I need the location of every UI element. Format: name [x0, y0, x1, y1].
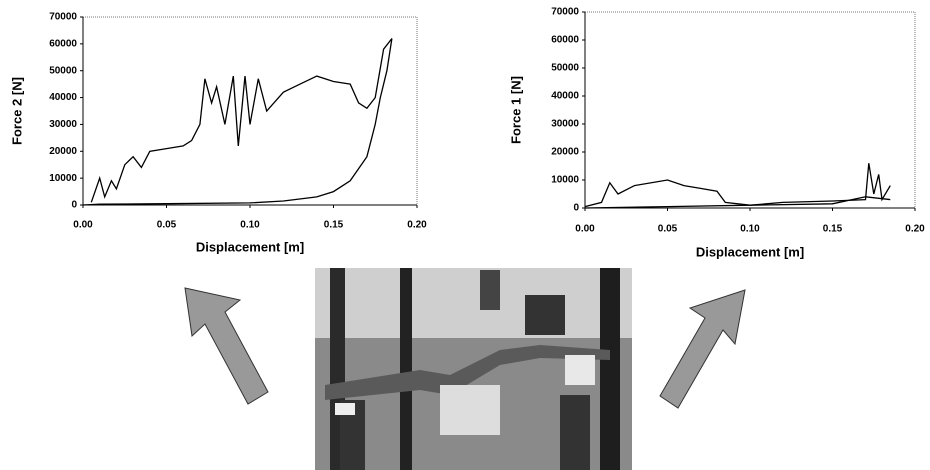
arrow-right	[659, 289, 746, 409]
x-tick-label: 0.15	[324, 220, 344, 231]
x-tick-label: 0.10	[240, 220, 260, 231]
y-tick-label: 30000	[49, 119, 77, 130]
plot-frame	[82, 16, 418, 206]
data-line	[584, 196, 891, 209]
x-tick-label: 0.05	[658, 224, 678, 235]
y-axis-title: Force 2 [N]	[9, 77, 24, 145]
data-line	[82, 38, 393, 206]
y-tick-label: 40000	[551, 91, 579, 102]
x-axis-title: Displacement [m]	[196, 239, 304, 254]
y-tick-label: 0	[573, 203, 579, 214]
y-tick-label: 30000	[551, 119, 579, 130]
y-tick-label: 10000	[551, 175, 579, 186]
y-tick-label: 10000	[49, 173, 77, 184]
arrow-left	[184, 287, 269, 405]
x-tick-label: 0.05	[157, 220, 177, 231]
x-tick-label: 0.00	[73, 220, 93, 231]
plot-frame	[584, 11, 916, 209]
photo	[315, 268, 632, 470]
x-axis-title: Displacement [m]	[696, 244, 804, 259]
y-tick-label: 70000	[551, 7, 579, 18]
y-tick-label: 70000	[49, 12, 77, 23]
data-line	[584, 163, 891, 208]
y-tick-label: 60000	[49, 38, 77, 49]
x-tick-label: 0.10	[740, 224, 760, 235]
y-tick-label: 50000	[551, 63, 579, 74]
x-tick-label: 0.15	[823, 224, 843, 235]
x-tick-label: 0.20	[407, 220, 427, 231]
y-tick-label: 40000	[49, 92, 77, 103]
y-tick-label: 60000	[551, 35, 579, 46]
y-tick-label: 0	[71, 200, 77, 211]
y-tick-label: 50000	[49, 65, 77, 76]
y-axis-title: Force 1 [N]	[508, 76, 523, 144]
data-line	[90, 38, 393, 203]
y-tick-label: 20000	[49, 146, 77, 157]
x-tick-label: 0.00	[575, 224, 595, 235]
y-tick-label: 20000	[551, 147, 579, 158]
x-tick-label: 0.20	[905, 224, 925, 235]
